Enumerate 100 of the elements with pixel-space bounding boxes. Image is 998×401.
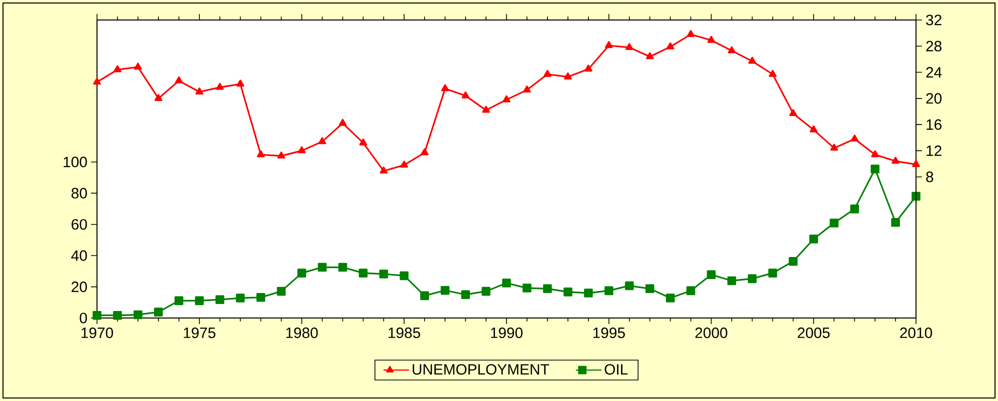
point [92, 310, 102, 320]
point [748, 274, 757, 284]
point [912, 160, 920, 168]
point [462, 91, 470, 98]
point [154, 308, 163, 316]
point [114, 65, 122, 72]
x-tick-label: 1995 [593, 327, 625, 338]
point [359, 138, 368, 146]
point [830, 218, 838, 228]
point [871, 150, 879, 158]
point [338, 118, 347, 126]
point [400, 160, 408, 168]
point [502, 95, 510, 102]
point [277, 152, 286, 159]
y-tick-label: 80 [72, 188, 87, 198]
point [543, 284, 552, 294]
point [441, 84, 449, 92]
point [912, 192, 920, 201]
x-tick-label: 1990 [491, 327, 523, 338]
point [134, 310, 142, 320]
point [194, 296, 204, 306]
x-tick-label: 1975 [184, 327, 216, 338]
y-tick-label: 60 [72, 219, 87, 230]
point [646, 52, 654, 60]
point [400, 271, 409, 280]
point [748, 56, 756, 64]
y2-tick-label: 16 [926, 119, 942, 130]
point [276, 286, 286, 296]
point [604, 41, 613, 48]
point [154, 94, 162, 102]
point [380, 166, 388, 174]
point [482, 106, 490, 113]
point [768, 268, 778, 278]
point [830, 144, 838, 151]
y-tick-label: 100 [64, 156, 87, 168]
point [707, 36, 716, 43]
point [256, 293, 266, 302]
point [809, 234, 818, 244]
point [236, 294, 245, 302]
point [564, 288, 572, 296]
point [624, 281, 634, 290]
y2-tick-label: 12 [926, 145, 942, 156]
point [461, 290, 470, 299]
point [216, 82, 224, 90]
point [789, 109, 798, 116]
point [236, 80, 244, 87]
point [850, 204, 859, 214]
point [686, 286, 696, 296]
point [891, 218, 900, 227]
point [728, 46, 736, 54]
point [318, 137, 326, 144]
point [358, 268, 368, 278]
point [113, 310, 122, 320]
point [625, 43, 634, 50]
point [544, 70, 552, 77]
point [195, 87, 204, 94]
y2-tick-label: 8 [926, 172, 934, 182]
point [522, 284, 532, 292]
point [297, 268, 306, 278]
point [604, 286, 614, 296]
point [892, 156, 900, 164]
point [727, 276, 736, 286]
x-tick-label: 2000 [695, 327, 728, 338]
point [584, 64, 592, 72]
point [318, 262, 327, 272]
point [810, 125, 818, 132]
point [298, 146, 306, 154]
x-tick-label: 1985 [388, 327, 420, 338]
point [482, 286, 490, 296]
point [256, 150, 265, 158]
x-tick-label: 2010 [900, 327, 932, 338]
point [379, 270, 388, 278]
point [174, 76, 183, 84]
y2-tick-label: 24 [926, 67, 942, 78]
point [420, 291, 429, 300]
point [338, 262, 348, 272]
y-tick-label: 20 [72, 282, 87, 292]
point [584, 288, 593, 298]
point [174, 296, 184, 306]
x-tick-label: 1970 [82, 327, 114, 338]
y2-tick-label: 32 [926, 14, 942, 26]
point [850, 134, 858, 142]
legend-label: OIL [604, 364, 628, 375]
x-tick-label: 1980 [286, 327, 318, 338]
legend-label: UNEMOPLOYMENT [412, 364, 550, 375]
point [666, 294, 675, 302]
point [502, 278, 511, 288]
point [645, 284, 654, 294]
y2-tick-label: 20 [926, 93, 942, 104]
y-tick-label: 0 [80, 312, 87, 324]
point [523, 86, 531, 93]
point [134, 62, 142, 70]
point [870, 164, 880, 174]
point [215, 295, 224, 304]
point [788, 256, 798, 266]
point [440, 286, 450, 295]
y-tick-label: 40 [71, 250, 87, 261]
point [686, 30, 695, 37]
point [420, 148, 429, 156]
point [706, 270, 716, 280]
